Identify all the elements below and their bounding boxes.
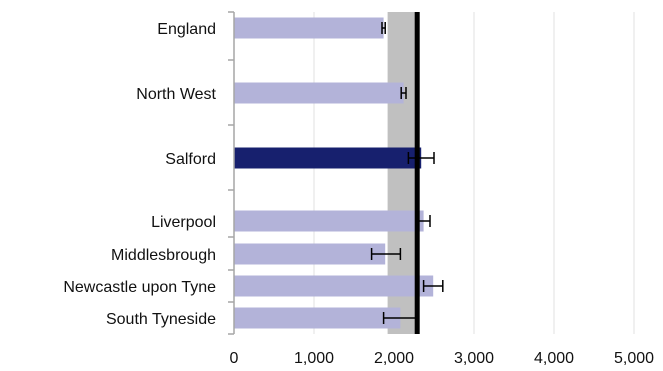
- bars-layer: [234, 17, 434, 329]
- x-tick-label: 1,000: [294, 350, 334, 367]
- category-label: South Tyneside: [106, 311, 216, 328]
- bar: [234, 147, 422, 169]
- category-label: Liverpool: [151, 214, 216, 231]
- category-label: Salford: [165, 151, 216, 168]
- category-label: North West: [136, 86, 216, 103]
- x-tick-label: 4,000: [534, 350, 574, 367]
- error-bars-layer: [370, 22, 444, 324]
- x-tick-label: 2,000: [374, 350, 414, 367]
- category-label: England: [157, 21, 216, 38]
- x-tick-label: 5,000: [614, 350, 654, 367]
- bar: [234, 243, 386, 265]
- category-label: Middlesbrough: [111, 247, 216, 264]
- y-axis: [228, 11, 235, 335]
- bar: [234, 17, 384, 39]
- category-label: Newcastle upon Tyne: [63, 279, 216, 296]
- bar: [234, 82, 404, 104]
- category-labels: England North West Salford Liverpool Middles…: [63, 21, 216, 328]
- x-tick-label: 3,000: [454, 350, 494, 367]
- x-tick-label: 0: [230, 350, 239, 367]
- bar: [234, 307, 401, 329]
- x-tick-labels: 0 1,000 2,000 3,000 4,000 5,000: [230, 350, 655, 367]
- bar: [234, 210, 424, 232]
- bar: [234, 275, 434, 297]
